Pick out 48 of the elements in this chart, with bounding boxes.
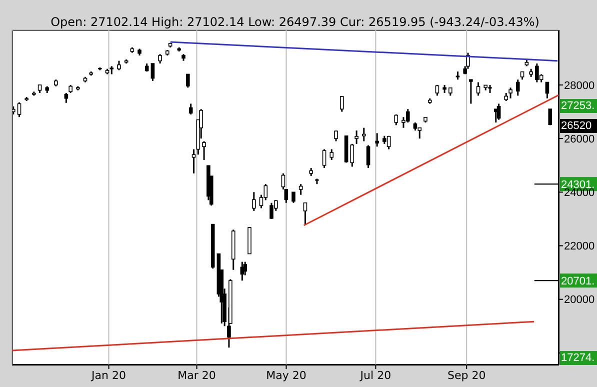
candlestick — [406, 108, 410, 124]
candlestick — [535, 62, 539, 84]
candlestick — [340, 95, 344, 112]
candlestick — [466, 52, 470, 70]
y-tick-label: 26000 — [564, 133, 595, 146]
candlestick — [158, 53, 162, 64]
candlestick — [298, 183, 303, 196]
chart-subtitle: Open: 27102.14 High: 27102.14 Low: 26497.39 Cur: 26519.95 (-943.24/-03.43%) — [50, 15, 540, 29]
x-tick-label: Mar 20 — [178, 368, 216, 382]
x-tick-label: May 20 — [266, 368, 306, 382]
x-tick-label: Jan 20 — [90, 368, 126, 382]
candlestick — [496, 102, 501, 121]
candlestick — [354, 130, 358, 145]
candlestick — [350, 143, 354, 168]
candlestick — [386, 135, 391, 150]
text: 26520 — [560, 119, 597, 133]
candlestick — [117, 60, 121, 71]
y-tick-label: 22000 — [564, 240, 595, 253]
candlestick — [366, 144, 370, 169]
candlestick — [186, 73, 190, 88]
candlestick — [545, 82, 550, 100]
candlestick — [188, 102, 193, 116]
candlestick — [330, 148, 334, 161]
candlestick — [192, 148, 196, 174]
candlestick — [322, 148, 326, 169]
candlestick — [435, 84, 440, 96]
candlestick — [292, 191, 296, 204]
candlestick — [548, 108, 552, 126]
text: 17274. — [560, 351, 597, 365]
y-tick-label: 28000 — [564, 80, 595, 92]
candlestick — [334, 130, 338, 142]
candlestick — [516, 78, 520, 96]
candlestick — [202, 140, 206, 161]
candlestick — [394, 114, 398, 126]
candlestick — [252, 191, 256, 212]
candlestick — [303, 202, 308, 226]
candlestick — [375, 132, 379, 148]
text: 27253. — [560, 99, 597, 113]
ref-line-label: 20701. — [561, 276, 595, 288]
candlestick — [150, 62, 155, 82]
y-tick-label: 20000 — [564, 294, 595, 306]
x-tick-label: Jul 20 — [359, 368, 392, 382]
candlestick — [362, 127, 366, 142]
candlestick — [508, 86, 512, 100]
candlestick — [476, 82, 480, 96]
x-tick-label: Sep 20 — [447, 368, 486, 382]
candlestick — [469, 78, 473, 104]
candlestick — [17, 102, 22, 118]
